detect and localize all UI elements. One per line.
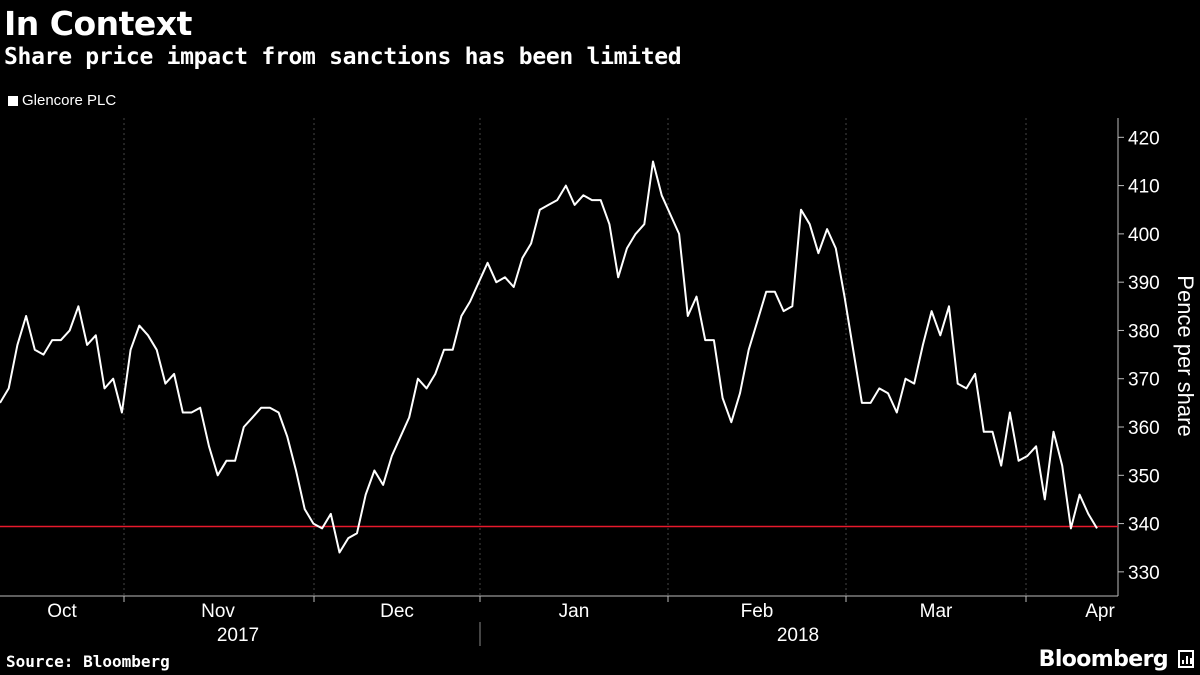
legend-swatch <box>8 95 18 106</box>
y-tick-label: 380 <box>1128 321 1160 342</box>
bloomberg-terminal-icon <box>1178 650 1194 668</box>
y-tick-label: 360 <box>1128 418 1160 439</box>
y-tick-label: 400 <box>1128 225 1160 246</box>
y-axis-title: Pence per share <box>1173 275 1198 436</box>
y-tick-label: 370 <box>1128 370 1160 391</box>
x-tick-label: Feb <box>741 601 774 622</box>
chart-subtitle: Share price impact from sanctions has be… <box>4 44 682 70</box>
y-tick-label: 350 <box>1128 466 1160 487</box>
y-tick-label: 330 <box>1128 563 1160 584</box>
x-tick-label: Nov <box>201 601 235 622</box>
legend: Glencore PLC <box>8 92 116 109</box>
y-tick-label: 390 <box>1128 273 1160 294</box>
year-label: 2017 <box>217 625 259 646</box>
source-note: Source: Bloomberg <box>6 652 170 671</box>
x-tick-label: Apr <box>1085 601 1115 622</box>
year-label: 2018 <box>777 625 819 646</box>
x-tick-label: Jan <box>559 601 590 622</box>
x-tick-label: Oct <box>47 601 77 622</box>
series-line-glencore <box>0 160 1098 554</box>
y-tick-label: 410 <box>1128 177 1160 198</box>
chart-title: In Context <box>4 4 192 43</box>
y-tick-label: 420 <box>1128 128 1160 149</box>
x-tick-label: Dec <box>380 601 414 622</box>
x-tick-label: Mar <box>920 601 953 622</box>
legend-label: Glencore PLC <box>22 92 117 109</box>
y-tick-label: 340 <box>1128 515 1160 536</box>
brand-logo-text: Bloomberg <box>1038 647 1169 672</box>
